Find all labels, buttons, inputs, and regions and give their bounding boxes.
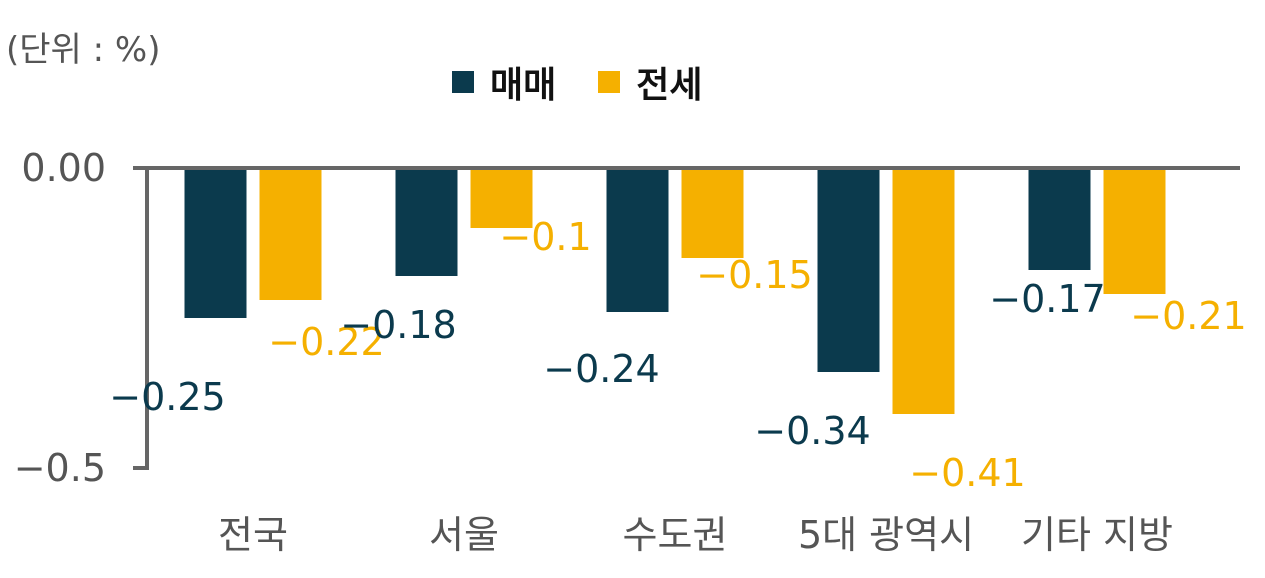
data-label-jeonse: −0.15 xyxy=(696,253,812,297)
bar-sale xyxy=(1028,170,1091,270)
data-label-jeonse: −0.21 xyxy=(1130,294,1246,338)
data-label-jeonse: −0.41 xyxy=(909,451,1025,495)
bar-sale xyxy=(395,170,458,276)
legend-item-sale: 매매 xyxy=(452,56,556,108)
data-label-jeonse: −0.1 xyxy=(499,215,591,259)
legend-label-sale: 매매 xyxy=(490,65,557,106)
bar-sale xyxy=(184,170,247,318)
x-category-label: 전국 xyxy=(218,513,288,557)
data-label-sale: −0.18 xyxy=(340,303,456,347)
data-label-sale: −0.25 xyxy=(109,375,225,419)
bar-jeonse xyxy=(892,170,955,414)
unit-label: (단위 : %) xyxy=(6,30,161,70)
y-tick-label: −0.5 xyxy=(14,446,106,490)
x-category-label: 5대 광역시 xyxy=(798,513,974,557)
bar-jeonse xyxy=(1103,170,1166,294)
data-label-sale: −0.34 xyxy=(754,409,870,453)
bar-sale xyxy=(817,170,880,372)
bar-jeonse xyxy=(681,170,744,258)
data-label-sale: −0.17 xyxy=(989,277,1105,321)
data-label-jeonse: −0.22 xyxy=(268,320,384,364)
x-category-label: 기타 지방 xyxy=(1021,513,1173,557)
bar-sale xyxy=(606,170,669,312)
x-category-label: 서울 xyxy=(429,513,499,557)
data-label-sale: −0.24 xyxy=(543,347,659,391)
x-category-label: 수도권 xyxy=(623,513,728,557)
bar-jeonse xyxy=(470,170,533,228)
legend-item-jeonse: 전세 xyxy=(598,56,703,108)
y-tick-label: 0.00 xyxy=(21,146,106,190)
chart-legend: 매매 전세 xyxy=(452,56,745,108)
legend-label-jeonse: 전세 xyxy=(636,65,703,106)
bar-jeonse xyxy=(259,170,322,300)
legend-swatch-jeonse xyxy=(598,71,621,93)
legend-swatch-sale xyxy=(452,71,474,93)
